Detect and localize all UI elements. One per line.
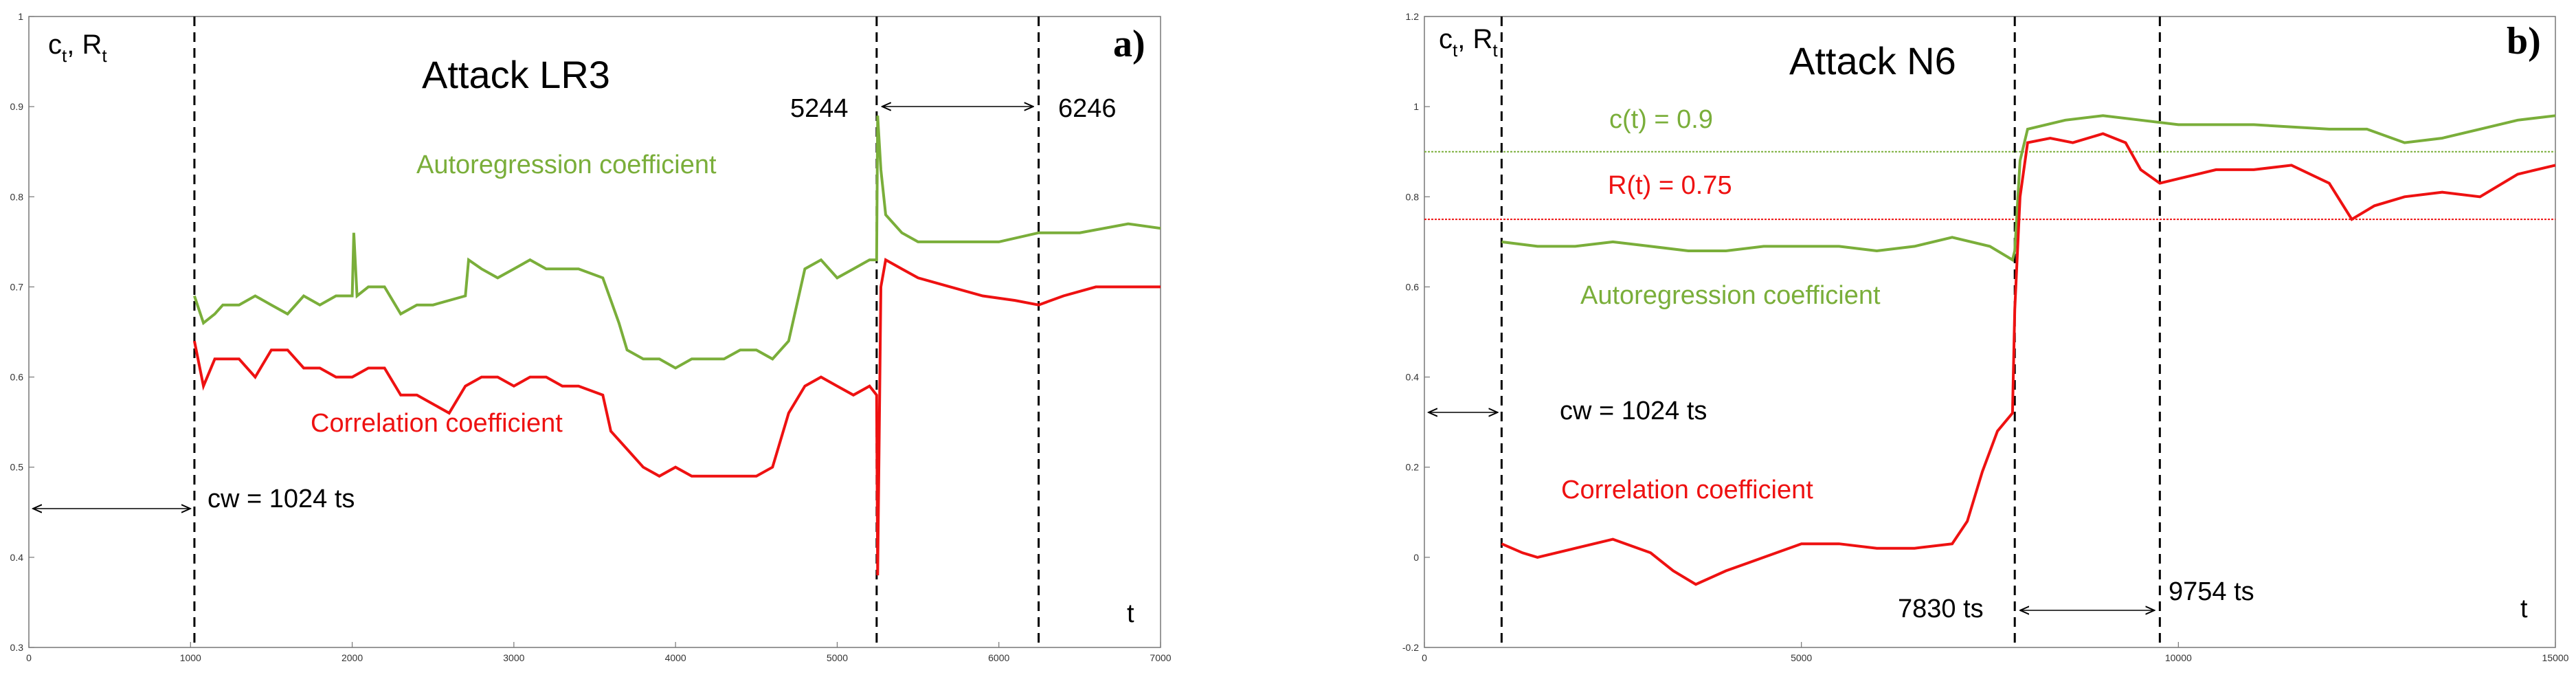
y-tick-label: 0.8 — [1406, 191, 1420, 202]
y-tick-label: 0 — [1413, 552, 1419, 563]
y-tick-label: 0.3 — [10, 642, 24, 653]
panel-b-ylabel: ct, Rt — [1439, 24, 1498, 60]
x-tick-label: 10000 — [2165, 652, 2192, 663]
panel-a-series — [192, 115, 1161, 576]
x-tick-label: 15000 — [2542, 652, 2569, 663]
x-tick-label: 4000 — [665, 652, 686, 663]
panel-b-title: Attack N6 — [1789, 39, 1956, 82]
panel-a-mark-right: 6246 — [1058, 94, 1117, 123]
panel-a-x-axis: 0 1000 2000 3000 4000 5000 6000 7000 — [26, 642, 1172, 663]
series-line — [1501, 132, 2556, 586]
y-tick-label: 0.4 — [10, 552, 24, 563]
x-tick-label: 0 — [26, 652, 32, 663]
panel-b-threshold-lines — [1424, 151, 2555, 221]
x-tick-label: 6000 — [988, 652, 1009, 663]
panel-a-ylabel: ct, Rt — [48, 30, 107, 66]
y-tick-label: 1 — [18, 11, 23, 22]
y-tick-label: 0.5 — [10, 462, 24, 473]
y-tick-label: 0.6 — [1406, 281, 1420, 292]
y-tick-label: 0.7 — [10, 281, 24, 292]
x-tick-label: 5000 — [827, 652, 848, 663]
y-tick-label: 0.8 — [10, 191, 24, 202]
panel-b-series — [1501, 114, 2556, 586]
panel-a-corr-label: Correlation coefficient — [311, 409, 563, 438]
panel-b-mark-right: 9754 ts — [2169, 577, 2254, 606]
x-tick-label: 0 — [1422, 652, 1427, 663]
x-tick-label: 2000 — [341, 652, 363, 663]
panel-a-title: Attack LR3 — [422, 53, 610, 96]
series-line — [192, 257, 1161, 576]
y-tick-label: 0.4 — [1406, 372, 1420, 383]
x-tick-label: 1000 — [180, 652, 201, 663]
y-tick-label: 1.2 — [1406, 11, 1420, 22]
panel-a-xlabel: t — [1127, 599, 1134, 628]
panel-b-x-axis: 0 5000 10000 15000 — [1422, 642, 2569, 663]
panel-b-mark-left: 7830 ts — [1898, 595, 1984, 623]
panel-a-mark-left: 5244 — [790, 94, 849, 123]
panel-a-cw-label: cw = 1024 ts — [208, 485, 355, 513]
panel-a-frame — [28, 16, 1161, 648]
panel-b-frame — [1424, 16, 2556, 648]
panel-b-autoreg-label: Autoregression coefficient — [1580, 281, 1881, 310]
x-tick-label: 3000 — [503, 652, 524, 663]
panel-b-label: b) — [2507, 20, 2541, 63]
y-tick-label: -0.2 — [1402, 642, 1419, 653]
y-tick-label: 0.2 — [1406, 462, 1420, 473]
panel-b-r-threshold-label: R(t) = 0.75 — [1608, 171, 1732, 200]
x-tick-label: 5000 — [1791, 652, 1812, 663]
panel-b-y-axis: -0.2 0 0.2 0.4 0.6 0.8 1 1.2 — [1402, 11, 1430, 653]
panel-b-xlabel: t — [2520, 595, 2528, 623]
panel-b: -0.200.20.40.60.811.2 0 5000 10000 15000 ct… — [1402, 11, 2569, 663]
y-tick-label: 0.9 — [10, 101, 24, 112]
panel-b-corr-label: Correlation coefficient — [1561, 476, 1813, 504]
y-tick-label: 1 — [1413, 101, 1419, 112]
y-tick-label: 0.6 — [10, 372, 24, 383]
series-line — [1501, 114, 2556, 263]
panel-a: 0.3 0.4 0.5 0.6 0.7 0.8 0.9 1 0 1000 2000 3000 4000… — [10, 11, 1172, 663]
panel-a-autoreg-label: Autoregression coefficient — [416, 151, 717, 179]
series-line — [193, 115, 1161, 370]
panel-b-marker-lines — [1500, 16, 2161, 647]
panel-b-cw-label: cw = 1024 ts — [1560, 397, 1707, 425]
panel-b-c-threshold-label: c(t) = 0.9 — [1609, 105, 1713, 134]
panel-a-label: a) — [1113, 23, 1145, 65]
x-tick-label: 7000 — [1150, 652, 1171, 663]
panel-a-y-axis: 0.3 0.4 0.5 0.6 0.7 0.8 0.9 1 — [10, 11, 34, 653]
